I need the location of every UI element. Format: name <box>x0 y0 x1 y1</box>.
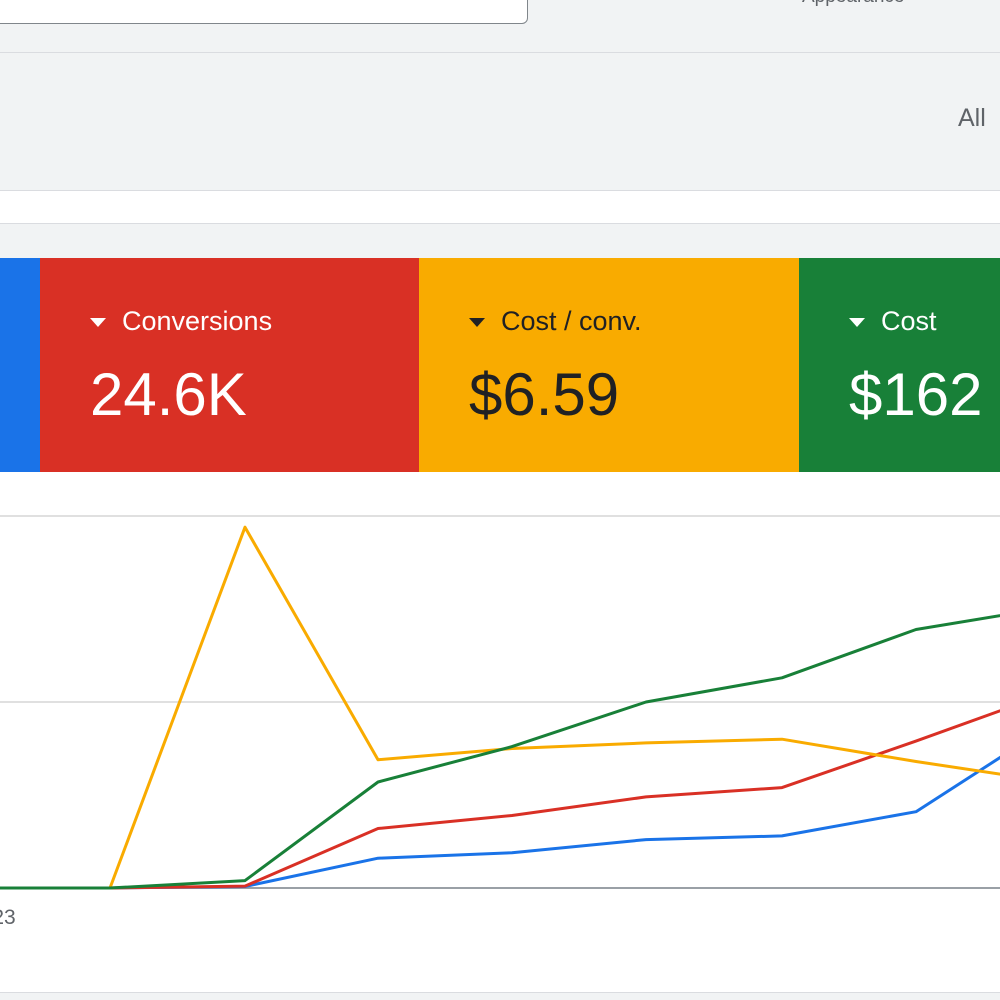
dropdown-icon[interactable] <box>849 318 865 327</box>
scorecard-label: Cost / conv. <box>501 306 642 336</box>
scorecard-cost[interactable]: Cost $162 <box>799 258 1000 472</box>
filter-all-label[interactable]: All <box>958 104 986 132</box>
x-tick-label: 2023 <box>0 906 16 929</box>
chart-bottom-divider <box>0 992 1000 993</box>
dropdown-icon[interactable] <box>90 318 106 327</box>
scorecard-value: $162 <box>849 361 983 428</box>
series-line-2[interactable] <box>0 525 1000 890</box>
scorecard-label: Conversions <box>122 306 273 336</box>
scorecards-row: Conversions 24.6K Cost / conv. $6.59 Cos… <box>0 258 1000 472</box>
scorecard-label: Cost <box>881 306 937 336</box>
dropdown-icon[interactable] <box>469 318 485 327</box>
performance-chart: 2023 <box>0 472 1000 992</box>
scorecard-conversions[interactable]: Conversions 24.6K <box>40 258 419 472</box>
series-line-1[interactable] <box>0 696 1000 890</box>
scorecard-value: $6.59 <box>469 361 620 428</box>
series-line-0[interactable] <box>0 732 1000 890</box>
series-line-3[interactable] <box>0 609 1000 890</box>
search-input[interactable] <box>0 0 528 24</box>
toolbar-band <box>0 190 1000 224</box>
scorecard-cost-per-conv[interactable]: Cost / conv. $6.59 <box>419 258 799 472</box>
header-divider <box>0 52 1000 53</box>
menu-appearance[interactable]: Appearance <box>802 0 904 8</box>
scorecard-clicks[interactable] <box>0 258 40 472</box>
line-chart-svg: 2023 <box>0 515 1000 929</box>
scorecard-value: 24.6K <box>90 361 247 428</box>
